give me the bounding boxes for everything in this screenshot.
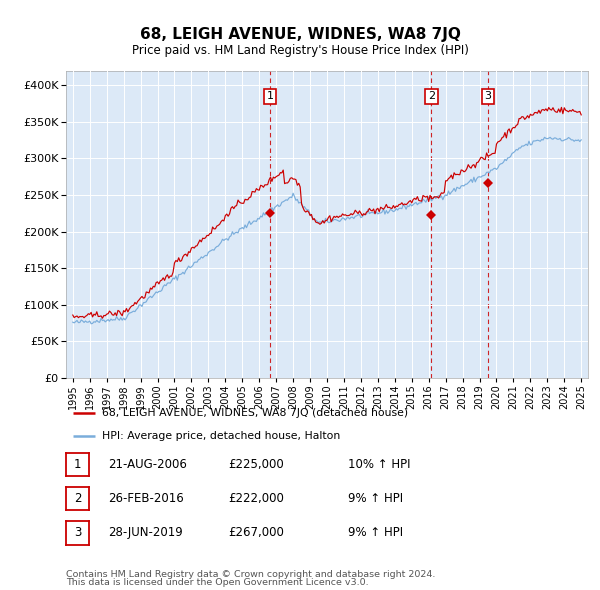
Text: 3: 3 [484, 91, 491, 101]
Text: 1: 1 [74, 458, 81, 471]
Text: 21-AUG-2006: 21-AUG-2006 [108, 458, 187, 471]
Text: £222,000: £222,000 [228, 492, 284, 505]
Text: 26-FEB-2016: 26-FEB-2016 [108, 492, 184, 505]
Text: 9% ↑ HPI: 9% ↑ HPI [348, 526, 403, 539]
Text: 68, LEIGH AVENUE, WIDNES, WA8 7JQ: 68, LEIGH AVENUE, WIDNES, WA8 7JQ [140, 27, 460, 41]
Text: Contains HM Land Registry data © Crown copyright and database right 2024.: Contains HM Land Registry data © Crown c… [66, 571, 436, 579]
Text: 10% ↑ HPI: 10% ↑ HPI [348, 458, 410, 471]
Text: 1: 1 [266, 91, 274, 101]
Text: £225,000: £225,000 [228, 458, 284, 471]
Text: 28-JUN-2019: 28-JUN-2019 [108, 526, 183, 539]
Text: 68, LEIGH AVENUE, WIDNES, WA8 7JQ (detached house): 68, LEIGH AVENUE, WIDNES, WA8 7JQ (detac… [102, 408, 408, 418]
Text: Price paid vs. HM Land Registry's House Price Index (HPI): Price paid vs. HM Land Registry's House … [131, 44, 469, 57]
Text: 2: 2 [74, 492, 81, 505]
Text: 3: 3 [74, 526, 81, 539]
Text: This data is licensed under the Open Government Licence v3.0.: This data is licensed under the Open Gov… [66, 578, 368, 587]
Text: £267,000: £267,000 [228, 526, 284, 539]
Text: 2: 2 [428, 91, 435, 101]
Text: 9% ↑ HPI: 9% ↑ HPI [348, 492, 403, 505]
Text: HPI: Average price, detached house, Halton: HPI: Average price, detached house, Halt… [102, 431, 340, 441]
